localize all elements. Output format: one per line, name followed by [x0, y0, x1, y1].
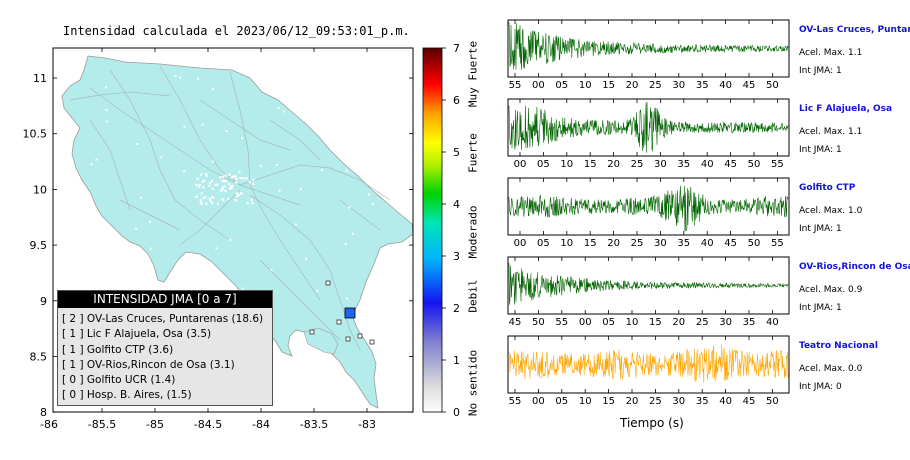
map-y-tick-label: 11: [33, 72, 47, 85]
colorbar-tick-label: 4: [453, 198, 460, 211]
colorbar: 0 1 2 3 4 5 6 7: [422, 42, 460, 419]
legend-item: [ 0 ] Hosp. B. Aires, (1.5): [62, 389, 192, 402]
colorbar-tick-label: 7: [453, 42, 460, 55]
station-jma-intensity: Int JMA: 1: [799, 66, 842, 76]
map-x-tick-label: -83: [358, 418, 376, 431]
legend-item: [ 1 ] Lic F Alajuela, Osa (3.5): [62, 328, 212, 341]
colorbar-tick-label: 0: [453, 406, 460, 419]
legend-item: [ 1 ] OV-Rios,Rincon de Osa (3.1): [62, 358, 235, 371]
legend-item: [ 0 ] Golfito UCR (1.4): [62, 374, 176, 387]
colorbar-category-label: No sentido: [466, 349, 480, 417]
town-dots: [88, 75, 374, 310]
colorbar-tick-label: 1: [453, 354, 460, 367]
station-jma-intensity: Int JMA: 1: [799, 303, 842, 313]
x-axis-label: Tiempo (s): [620, 416, 684, 430]
colorbar-tick-label: 2: [453, 302, 460, 315]
map-x-tick-label: -84.5: [194, 418, 222, 431]
colorbar-category-label: Fuerte: [466, 133, 480, 173]
station-name: OV-Las Cruces, Puntarenas: [799, 25, 910, 35]
map-x-tick-label: -86: [40, 418, 58, 431]
station-markers: [309, 280, 375, 345]
station-name: Golfito CTP: [799, 183, 856, 193]
map-y-tick-label: 9: [40, 295, 47, 308]
road-network: [69, 65, 391, 351]
map-y-tick-label: 8: [40, 406, 47, 419]
station-name: Lic F Alajuela, Osa: [799, 104, 893, 114]
epicenter-marker: [344, 307, 356, 319]
map-y-tick-label: 10: [33, 183, 47, 196]
colorbar-tick-label: 5: [453, 146, 460, 159]
map-y-tick-label: 10.5: [23, 128, 48, 141]
colorbar-category-label: Moderado: [466, 205, 480, 259]
map-y-tick-label: 8.5: [30, 351, 48, 364]
station-max-accel: Acel. Max. 1.0: [799, 206, 863, 216]
station-name: Teatro Nacional: [799, 341, 878, 351]
map-x-tick-label: -84: [252, 418, 270, 431]
station-max-accel: Acel. Max. 1.1: [799, 127, 863, 137]
station-name: OV-Rios,Rincon de Osa: [799, 262, 910, 272]
station-max-accel: Acel. Max. 0.9: [799, 285, 863, 295]
map-legend: INTENSIDAD JMA [0 a 7] [ 2 ] OV-Las Cruc…: [57, 290, 273, 406]
map-x-tick-label: -85: [146, 418, 164, 431]
colorbar-tick-label: 3: [453, 250, 460, 263]
station-jma-intensity: Int JMA: 1: [799, 224, 842, 234]
legend-item: [ 1 ] Golfito CTP (3.6): [62, 343, 174, 356]
colorbar-category-label: Debil: [466, 279, 480, 313]
map-x-tick-label: -83.5: [300, 418, 328, 431]
station-max-accel: Acel. Max. 1.1: [799, 48, 863, 58]
station-jma-intensity: Int JMA: 0: [799, 382, 842, 392]
map-x-tick-label: -85.5: [88, 418, 116, 431]
colorbar-tick-label: 6: [453, 94, 460, 107]
legend-item: [ 2 ] OV-Las Cruces, Puntarenas (18.6): [62, 313, 264, 325]
page-title: Intensidad calculada el 2023/06/12_09:53…: [63, 24, 410, 38]
peninsula-osa: [303, 327, 339, 355]
map-legend-title: INTENSIDAD JMA [0 a 7]: [58, 291, 272, 308]
map-y-tick-label: 9.5: [30, 239, 48, 252]
station-max-accel: Acel. Max. 0.0: [799, 364, 863, 374]
map-axes: -86 -85.5 -85 -84.5 -84 -83.5 -83 11 10.5 10 9.5 9 8…: [23, 48, 413, 431]
colorbar-category-label: Muy Fuerte: [466, 40, 480, 108]
station-jma-intensity: Int JMA: 1: [799, 145, 842, 155]
